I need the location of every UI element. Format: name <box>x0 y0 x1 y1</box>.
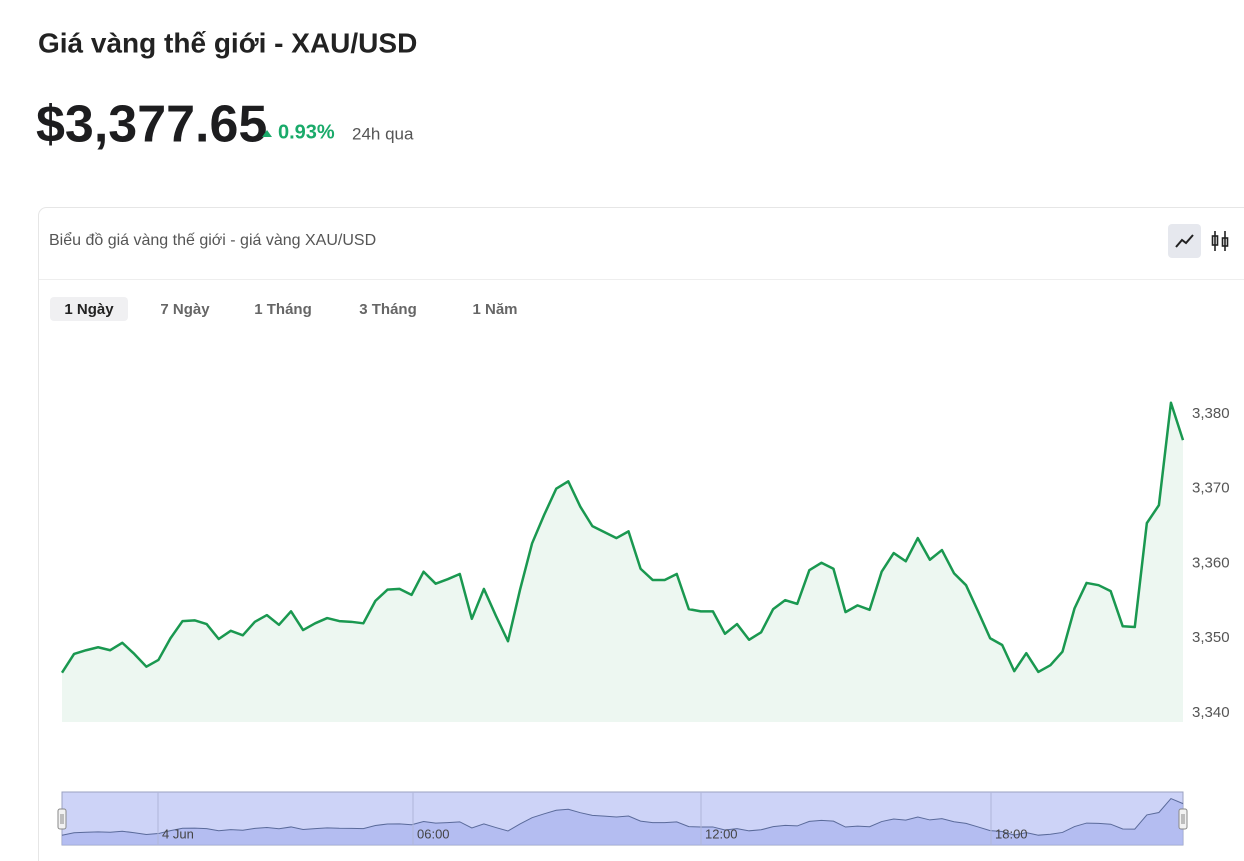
tab-active-bg <box>50 297 128 321</box>
range-tab[interactable]: 3 Tháng <box>359 301 417 318</box>
navigator-label: 4 Jun <box>162 826 194 841</box>
price-chart: 3,340 3,350 3,360 3,370 3,380 <box>60 401 1230 722</box>
range-tab[interactable]: 1 Năm <box>472 301 517 318</box>
candle-mode-button[interactable] <box>1211 231 1229 251</box>
y-tick-label: 3,350 <box>1192 629 1230 646</box>
navigator: 4 Jun 06:00 12:00 18:00 <box>57 791 1188 846</box>
area-fill <box>62 402 1183 722</box>
y-tick-label: 3,380 <box>1192 405 1230 422</box>
price: $3,377.65 <box>36 96 267 154</box>
chart-card <box>38 207 1244 861</box>
range-tab[interactable]: 7 Ngày <box>160 301 210 318</box>
page-title: Giá vàng thế giới - XAU/USD <box>38 27 417 58</box>
navigator-label: 12:00 <box>705 826 738 841</box>
card-title: Biểu đồ giá vàng thế giới - giá vàng XAU… <box>49 231 376 249</box>
range-tabs: 1 Ngày 7 Ngày 1 Tháng 3 Tháng 1 Năm <box>50 297 518 321</box>
y-tick-label: 3,340 <box>1192 704 1230 721</box>
y-tick-label: 3,370 <box>1192 480 1230 497</box>
price-line <box>60 401 1185 674</box>
navigator-line <box>61 797 1184 836</box>
range-tab[interactable]: 1 Tháng <box>254 301 312 318</box>
up-arrow <box>262 130 272 137</box>
navigator-label: 18:00 <box>995 826 1028 841</box>
line-icon <box>1175 234 1194 248</box>
navigator-handle[interactable] <box>57 808 67 830</box>
change-period: 24h qua <box>352 124 414 143</box>
navigator-handle[interactable] <box>1178 808 1188 830</box>
chart-type-toggle <box>1168 224 1229 258</box>
navigator-label: 06:00 <box>417 826 450 841</box>
price-change: 0.93% <box>278 121 335 143</box>
navigator-area <box>62 798 1183 845</box>
y-tick-label: 3,360 <box>1192 554 1230 571</box>
range-tab[interactable]: 1 Ngày <box>64 301 114 318</box>
